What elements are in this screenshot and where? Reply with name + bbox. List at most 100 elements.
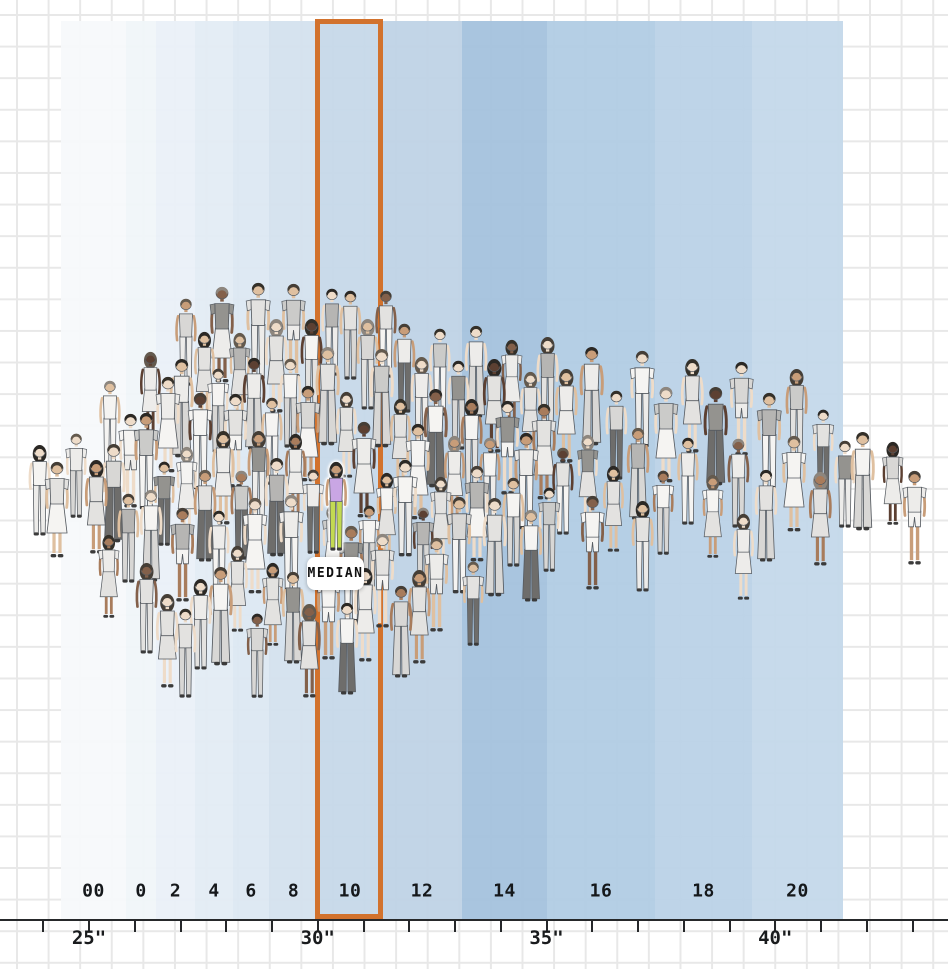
size-label: 20 [786, 880, 809, 902]
person-figure [174, 608, 196, 698]
person-figure [302, 469, 324, 554]
person-figure [652, 470, 674, 555]
person-figure [732, 513, 754, 600]
person-figure [389, 585, 413, 678]
person-figure [295, 385, 321, 482]
person-figure [281, 571, 305, 664]
axis-tick [911, 921, 914, 932]
person-figure [577, 434, 599, 518]
person-figure [370, 533, 396, 628]
size-label: 12 [410, 880, 434, 902]
person-figure [754, 469, 778, 562]
person-figure [44, 461, 70, 558]
axis-tick [133, 921, 136, 932]
axis-tick [179, 921, 182, 932]
size-label: 2 [169, 880, 182, 902]
person-figure [502, 477, 524, 567]
person-figure [482, 497, 508, 597]
person-figure [482, 358, 506, 453]
size-label: 18 [692, 880, 715, 902]
axis-tick [271, 921, 273, 932]
median-person-figure [325, 461, 347, 551]
person-figure [170, 507, 196, 602]
person-figure [531, 403, 557, 500]
person-figure [117, 493, 139, 583]
person-figure [211, 430, 235, 525]
person-figure [351, 421, 377, 518]
person-figure [464, 465, 490, 562]
person-figure [462, 561, 484, 646]
size-label: 10 [338, 880, 362, 902]
axis-tick-label: 40" [758, 927, 793, 949]
person-figure [580, 495, 606, 590]
person-figure [335, 602, 359, 695]
person-figure [703, 386, 729, 486]
person-figure [139, 489, 163, 582]
person-figure [65, 433, 87, 518]
person-figure [850, 431, 876, 531]
person-figure [653, 386, 679, 483]
person-figure [538, 487, 560, 572]
axis-tick [499, 921, 502, 932]
person-figure [392, 459, 418, 557]
person-figure [902, 470, 928, 565]
axis-tick [545, 921, 548, 932]
axis-tick [362, 921, 365, 932]
person-figure [281, 283, 307, 378]
size-label: 16 [589, 880, 613, 902]
axis-tick [225, 921, 228, 932]
person-figure [781, 435, 807, 532]
person-figure [519, 509, 543, 602]
axis-tick [591, 921, 594, 932]
person-figure [727, 438, 749, 528]
size-label: 6 [245, 880, 257, 902]
person-figure [155, 593, 179, 688]
person-figure [369, 348, 395, 448]
axis-tick-label: 35" [529, 927, 564, 949]
person-figure [680, 358, 704, 453]
person-figure [193, 331, 215, 418]
axis-tick-label: 25" [71, 927, 107, 949]
person-figure [209, 286, 235, 383]
person-figure [84, 459, 108, 554]
axis-tick [820, 921, 822, 932]
person-figure [446, 496, 472, 594]
person-figure [242, 497, 268, 594]
person-figure [631, 500, 655, 592]
person-figure [554, 368, 578, 463]
axis-tick [865, 921, 868, 932]
person-figure [602, 465, 624, 552]
person-figure [262, 562, 284, 646]
person-figure [135, 562, 159, 654]
person-figure [339, 290, 361, 380]
person-figure [756, 392, 782, 490]
person-figure [495, 400, 521, 495]
person-figure [702, 474, 724, 558]
person-figure [246, 613, 268, 698]
person-figure [335, 391, 357, 478]
person-figure [353, 567, 377, 662]
axis-tick [88, 921, 90, 932]
person-figure [834, 440, 856, 528]
axis-tick [316, 921, 319, 932]
person-figure [407, 569, 431, 664]
axis-tick [454, 921, 456, 932]
size-label: 0 [135, 880, 147, 902]
size-label: 8 [287, 880, 300, 902]
axis-tick [728, 921, 731, 932]
person-figure [808, 471, 832, 566]
person-figure [223, 393, 249, 488]
median-band-highlight [315, 19, 383, 919]
median-label: MEDIAN [307, 557, 364, 590]
axis-tick-label: 30" [300, 927, 335, 949]
person-figure [297, 603, 321, 698]
person-figure [882, 441, 904, 525]
person-figure [729, 361, 755, 456]
axis-tick [774, 921, 777, 932]
person-figure [677, 437, 699, 525]
axis-tick [682, 921, 685, 932]
person-figure [155, 376, 181, 473]
